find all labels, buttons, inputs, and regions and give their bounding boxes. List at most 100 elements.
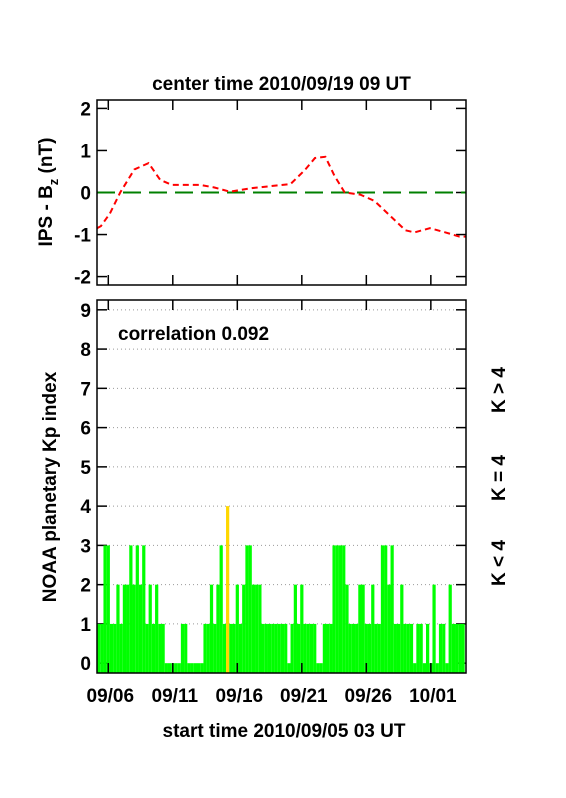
kp-bar	[264, 623, 268, 673]
kp-bar	[122, 584, 127, 673]
kp-bar	[322, 623, 327, 673]
kp-bar	[155, 584, 159, 673]
chart-title: center time 2010/09/19 09 UT	[152, 74, 411, 95]
kp-bar	[213, 623, 217, 673]
kp-bar	[261, 623, 265, 673]
y-tick-label: 8	[80, 340, 91, 361]
kp-bar	[142, 545, 146, 673]
kp-bar	[151, 623, 156, 673]
kp-bar	[367, 623, 372, 673]
y-tick-label: 0	[80, 184, 91, 205]
kp-bar	[180, 623, 185, 673]
kp-bar	[296, 623, 301, 673]
kp-bar	[280, 623, 285, 673]
kp-bar	[345, 584, 349, 673]
y-tick-label: -1	[74, 226, 91, 247]
y-axis-label-part: (nT)	[36, 138, 57, 179]
kp-bar	[303, 623, 307, 673]
kp-bar	[116, 584, 120, 673]
kp-bar	[238, 623, 243, 673]
kp-bar	[229, 623, 233, 673]
kp-bar	[138, 584, 143, 673]
kp-bar	[351, 623, 356, 673]
kp-bar	[445, 663, 449, 673]
x-tick-label: 10/01	[409, 686, 457, 707]
legend-label: K = 4	[489, 455, 510, 501]
kp-bar	[290, 623, 294, 673]
kp-bar	[148, 584, 152, 673]
kp-bar	[200, 663, 204, 673]
y-tick-label: 2	[80, 99, 91, 120]
kp-bar	[319, 663, 323, 673]
kp-bar	[187, 663, 191, 673]
kp-bar	[455, 623, 459, 673]
kp-bar	[161, 623, 165, 673]
legend-label: K < 4	[489, 540, 510, 586]
kp-bar	[103, 545, 107, 673]
kp-bar	[329, 623, 333, 673]
kp-bar	[413, 663, 417, 673]
kp-bar	[164, 663, 168, 673]
y-tick-label: 6	[80, 419, 91, 440]
kp-bar	[190, 663, 194, 673]
kp-bar	[129, 545, 133, 673]
kp-bar	[196, 663, 201, 673]
y-tick-label: 3	[80, 536, 91, 557]
kp-bar	[448, 584, 452, 673]
kp-bar	[300, 584, 304, 673]
kp-bar	[135, 545, 139, 673]
x-axis-label: start time 2010/09/05 03 UT	[163, 721, 406, 742]
x-tick-label: 09/16	[216, 686, 264, 707]
kp-bar	[226, 506, 230, 673]
kp-bar	[167, 663, 172, 673]
kp-bar	[209, 584, 214, 673]
kp-bar	[277, 623, 281, 673]
kp-bar	[442, 623, 446, 673]
kp-bar	[348, 623, 352, 673]
kp-bar	[396, 623, 401, 673]
kp-bar	[355, 623, 359, 673]
kp-bar	[242, 584, 246, 673]
kp-bar	[384, 545, 388, 673]
kp-bar	[293, 584, 297, 673]
kp-bar	[361, 584, 365, 673]
kp-bar	[177, 663, 181, 673]
x-tick-label: 09/21	[280, 686, 328, 707]
kp-bar	[158, 623, 162, 673]
y-tick-label: 9	[80, 301, 91, 322]
kp-bar	[393, 623, 397, 673]
kp-bar	[287, 663, 291, 673]
kp-bar	[419, 623, 423, 673]
kp-bar	[258, 584, 262, 673]
kp-bar	[458, 623, 462, 673]
kp-bar	[406, 623, 410, 673]
kp-bar	[216, 584, 220, 673]
kp-bar	[248, 545, 252, 673]
kp-bar	[251, 584, 256, 673]
kp-bar	[374, 623, 378, 673]
y-axis-label: NOAA planetary Kp index	[40, 371, 61, 602]
kp-bar	[184, 623, 188, 673]
kp-bar	[306, 623, 310, 673]
y-tick-label: 5	[80, 458, 91, 479]
kp-bar	[222, 623, 227, 673]
data-line	[96, 155, 466, 238]
kp-bar	[403, 623, 407, 673]
kp-bar	[145, 623, 149, 673]
kp-bar	[335, 545, 339, 673]
kp-bar	[438, 623, 443, 673]
kp-bar	[390, 545, 394, 673]
kp-bar	[422, 663, 427, 673]
kp-bar	[206, 623, 210, 673]
y-tick-label: 7	[80, 379, 91, 400]
kp-bar	[309, 623, 314, 673]
kp-bar	[235, 584, 239, 673]
kp-bar	[245, 545, 249, 673]
x-tick-label: 09/11	[152, 686, 199, 707]
kp-bar	[371, 584, 375, 673]
kp-bar	[126, 584, 130, 673]
y-tick-label: -2	[74, 268, 91, 289]
kp-bar	[316, 663, 320, 673]
kp-bar	[432, 584, 436, 673]
